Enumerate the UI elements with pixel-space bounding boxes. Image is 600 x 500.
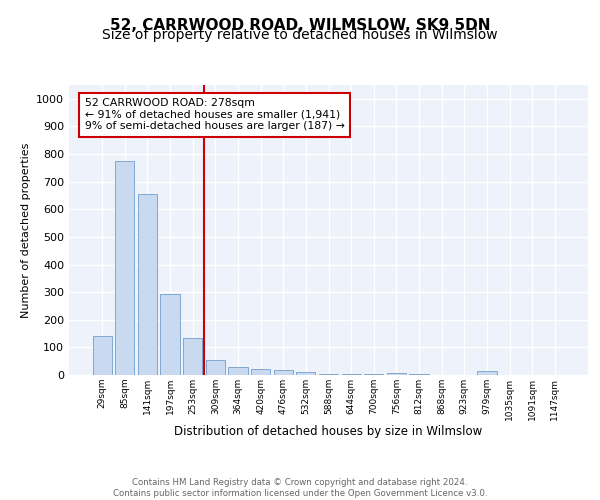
- Bar: [183, 338, 202, 375]
- Text: Size of property relative to detached houses in Wilmslow: Size of property relative to detached ho…: [102, 28, 498, 42]
- Bar: [364, 374, 383, 375]
- Bar: [160, 294, 180, 375]
- Bar: [319, 374, 338, 375]
- Bar: [115, 161, 134, 375]
- Bar: [296, 372, 316, 375]
- Bar: [341, 374, 361, 375]
- Bar: [477, 372, 497, 375]
- Text: Contains HM Land Registry data © Crown copyright and database right 2024.
Contai: Contains HM Land Registry data © Crown c…: [113, 478, 487, 498]
- Bar: [409, 374, 428, 375]
- X-axis label: Distribution of detached houses by size in Wilmslow: Distribution of detached houses by size …: [175, 426, 482, 438]
- Text: 52 CARRWOOD ROAD: 278sqm
← 91% of detached houses are smaller (1,941)
9% of semi: 52 CARRWOOD ROAD: 278sqm ← 91% of detach…: [85, 98, 344, 131]
- Y-axis label: Number of detached properties: Number of detached properties: [20, 142, 31, 318]
- Bar: [206, 360, 225, 375]
- Bar: [387, 373, 406, 375]
- Bar: [274, 370, 293, 375]
- Text: 52, CARRWOOD ROAD, WILMSLOW, SK9 5DN: 52, CARRWOOD ROAD, WILMSLOW, SK9 5DN: [110, 18, 490, 32]
- Bar: [251, 369, 270, 375]
- Bar: [92, 336, 112, 375]
- Bar: [138, 194, 157, 375]
- Bar: [229, 368, 248, 375]
